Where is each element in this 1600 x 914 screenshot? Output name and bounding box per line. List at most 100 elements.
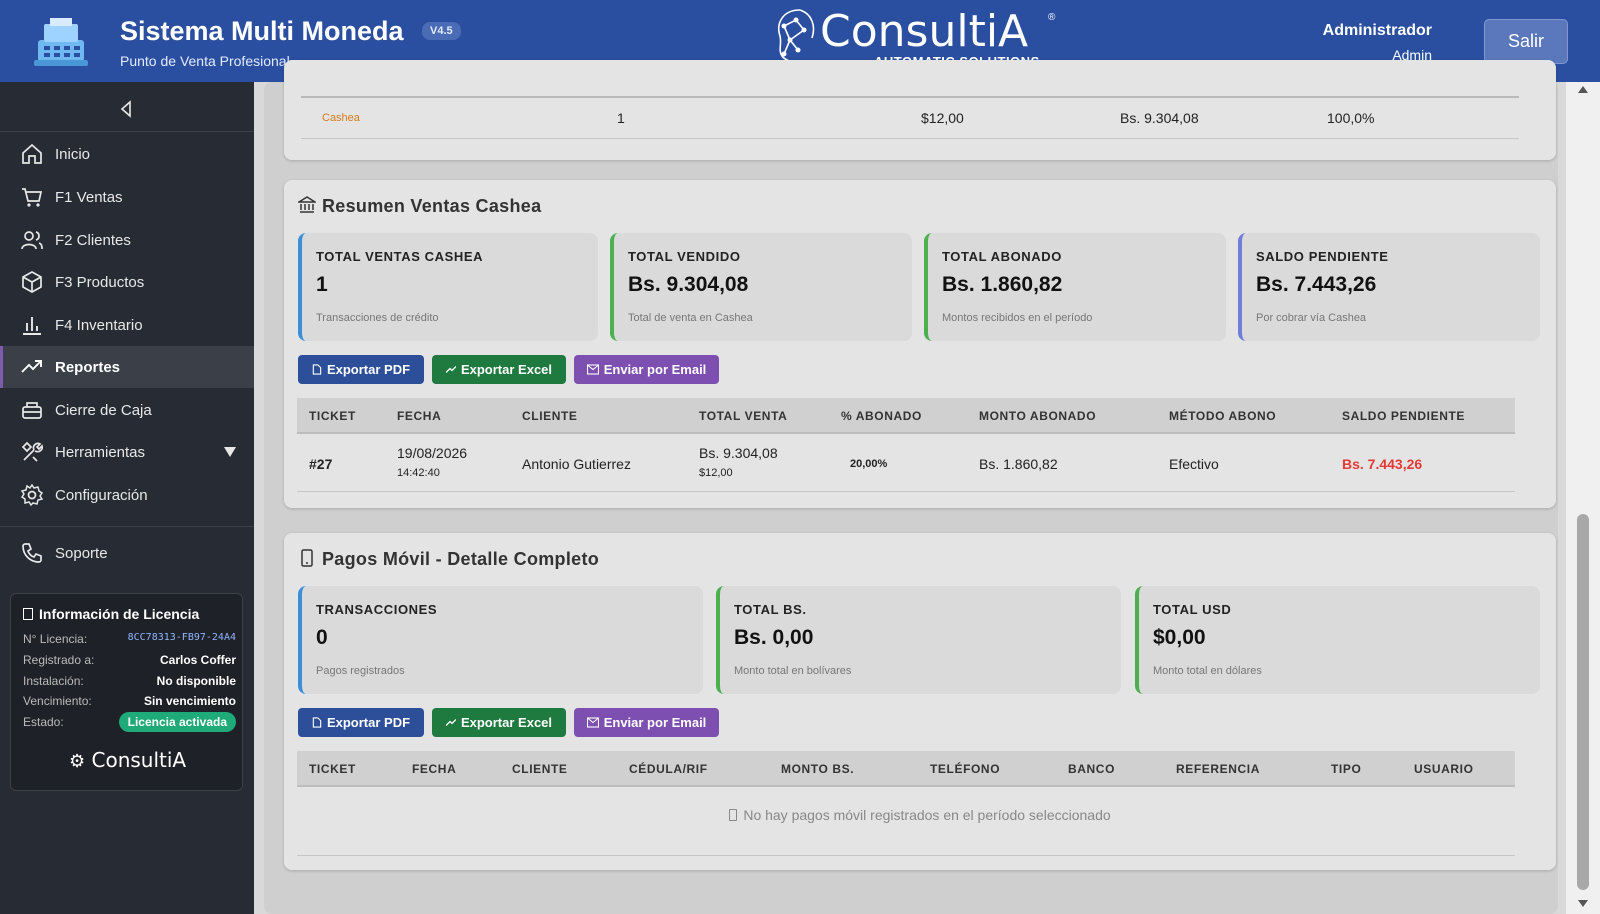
cashea-table-header: TICKET FECHA CLIENTE TOTAL VENTA % ABONA… [297, 398, 1515, 434]
sidebar-item-reportes[interactable]: Reportes [0, 346, 254, 388]
license-label: Vencimiento: [23, 694, 92, 708]
button-label: Exportar Excel [460, 715, 553, 730]
button-label: Enviar por Email [603, 715, 707, 730]
stat-label: TOTAL VENDIDO [628, 249, 741, 264]
file-icon [312, 717, 322, 728]
brand-registered-mark: ® [1048, 12, 1056, 23]
scroll-up-icon[interactable] [1578, 86, 1588, 93]
sidebar-item-label: Inicio [55, 145, 91, 163]
stat-value: Bs. 7.443,26 [1256, 273, 1377, 296]
row-divider [297, 491, 1515, 492]
sidebar-item-ventas[interactable]: F1 Ventas [0, 176, 254, 218]
pago-movil-title: Pagos Móvil - Detalle Completo [298, 549, 599, 570]
stat-value: $0,00 [1153, 626, 1206, 649]
ticket-number: #27 [309, 456, 333, 472]
stat-total-usd: TOTAL USD $0,00 Monto total en dólares [1135, 586, 1540, 694]
cashea-title: Resumen Ventas Cashea [298, 196, 541, 217]
sidebar-item-productos[interactable]: F3 Productos [0, 261, 254, 303]
column-header: FECHA [412, 762, 457, 776]
vertical-scrollbar[interactable] [1566, 82, 1600, 914]
file-icon [312, 364, 322, 375]
license-title-text: Información de Licencia [39, 606, 200, 622]
column-header: TICKET [309, 409, 356, 423]
sidebar-item-inventario[interactable]: F4 Inventario [0, 304, 254, 346]
license-row: Vencimiento: Sin vencimiento [23, 694, 236, 708]
stat-label: TOTAL BS. [734, 602, 807, 617]
sidebar-item-label: Configuración [55, 486, 148, 504]
stat-subtitle: Monto total en dólares [1153, 665, 1262, 677]
sidebar-item-herramientas[interactable]: Herramientas [0, 431, 254, 473]
sidebar-item-inicio[interactable]: Inicio [0, 133, 254, 175]
send-email-button[interactable]: Enviar por Email [574, 355, 719, 384]
scroll-thumb[interactable] [1577, 514, 1589, 890]
user-role: Administrador [1322, 22, 1432, 39]
export-excel-button[interactable]: Exportar Excel [432, 708, 566, 737]
sidebar-item-configuracion[interactable]: Configuración [0, 474, 254, 516]
pago-movil-title-text: Pagos Móvil - Detalle Completo [322, 549, 600, 569]
column-header: FECHA [397, 409, 442, 423]
stat-label: TOTAL VENTAS CASHEA [316, 249, 484, 264]
stat-total-bs: TOTAL BS. Bs. 0,00 Monto total en bolíva… [716, 586, 1121, 694]
sidebar-item-clientes[interactable]: F2 Clientes [0, 219, 254, 261]
column-header: REFERENCIA [1176, 762, 1261, 776]
stat-subtitle: Montos recibidos en el período [942, 312, 1093, 324]
stat-transacciones: TRANSACCIONES 0 Pagos registrados [298, 586, 703, 694]
transactions-count: 1 [617, 110, 625, 126]
total-bs: Bs. 9.304,08 [1120, 110, 1199, 126]
license-row: Registrado a: Carlos Coffer [23, 653, 236, 667]
gear-icon [20, 483, 44, 507]
license-logo: ⚙︎ ConsultiA [69, 748, 187, 772]
license-expiration: Sin vencimiento [143, 694, 236, 708]
sidebar-item-label: Soporte [55, 544, 108, 562]
stat-total-vendido: TOTAL VENDIDO Bs. 9.304,08 Total de vent… [610, 233, 912, 341]
column-header: MÉTODO ABONO [1169, 409, 1277, 423]
payment-method: Efectivo [1169, 456, 1219, 472]
license-title: Información de Licencia [23, 606, 199, 622]
license-row: Estado: Licencia activada [23, 712, 236, 732]
column-header: SALDO PENDIENTE [1342, 409, 1466, 423]
button-label: Exportar PDF [326, 362, 411, 377]
logout-button[interactable]: Salir [1484, 19, 1568, 64]
users-icon [21, 231, 43, 250]
column-header: BANCO [1068, 762, 1115, 776]
percent-paid: 20,00% [850, 458, 888, 470]
send-email-button[interactable]: Enviar por Email [574, 708, 719, 737]
trending-up-icon [445, 366, 456, 373]
user-name: Admin [1392, 47, 1432, 63]
cashea-title-text: Resumen Ventas Cashea [322, 196, 542, 216]
home-icon [22, 143, 42, 164]
license-registered-to: Carlos Coffer [159, 653, 236, 667]
cart-icon [22, 188, 43, 207]
stat-label: TRANSACCIONES [316, 602, 438, 617]
column-header: TIPO [1331, 762, 1362, 776]
collapse-sidebar-icon[interactable] [118, 100, 134, 118]
mail-icon [586, 717, 599, 728]
sidebar-item-label: Cierre de Caja [55, 401, 152, 419]
scroll-down-icon[interactable] [1578, 900, 1588, 907]
empty-state-text: No hay pagos móvil registrados en el per… [743, 807, 1111, 823]
column-header: MONTO ABONADO [979, 409, 1097, 423]
column-header: MONTO BS. [781, 762, 855, 776]
percentage: 100,0% [1327, 110, 1375, 126]
box-icon [22, 271, 42, 293]
bar-chart-icon [23, 317, 41, 335]
sidebar-item-cierre-caja[interactable]: Cierre de Caja [0, 389, 254, 431]
stat-subtitle: Pagos registrados [316, 665, 405, 677]
app-subtitle: Punto de Venta Profesional [120, 53, 290, 69]
sidebar-item-label: F3 Productos [55, 273, 145, 291]
table-header-divider [301, 96, 1519, 98]
stat-subtitle: Transacciones de crédito [316, 312, 439, 324]
sidebar-divider [0, 131, 254, 132]
export-excel-button[interactable]: Exportar Excel [432, 355, 566, 384]
sidebar-divider [0, 526, 254, 527]
export-pdf-button[interactable]: Exportar PDF [298, 708, 424, 737]
row-divider [297, 855, 1515, 856]
brand-name: ConsultiA [820, 6, 1029, 57]
app-header: Sistema Multi Moneda V4.5 Punto de Venta… [0, 0, 1600, 82]
column-header: CLIENTE [522, 409, 578, 423]
license-label: Registrado a: [23, 653, 95, 667]
sidebar-item-label: F1 Ventas [55, 188, 123, 206]
sidebar-item-soporte[interactable]: Soporte [0, 532, 254, 574]
export-pdf-button[interactable]: Exportar PDF [298, 355, 424, 384]
stat-value: Bs. 1.860,82 [942, 273, 1063, 296]
